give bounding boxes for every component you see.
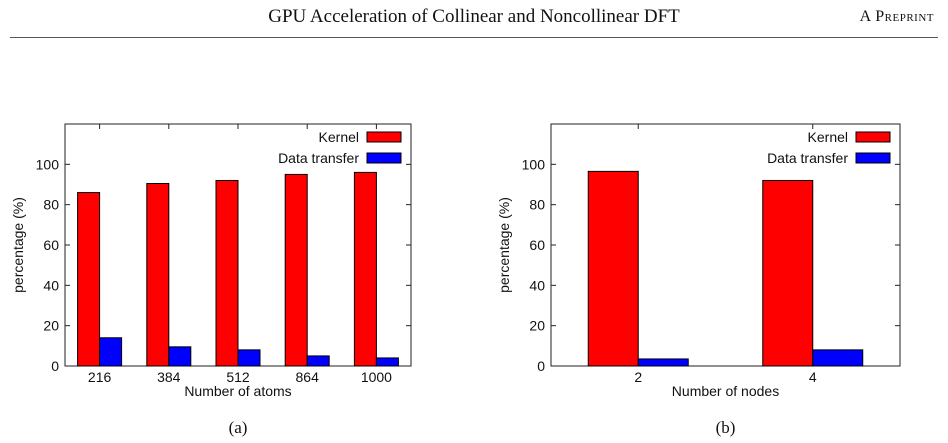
y-tick-label: 20 — [43, 318, 59, 334]
x-tick-label: 1000 — [361, 369, 392, 385]
chart-b: 0 20 40 60 80 100 2 4 Number of nodes percentage … — [496, 123, 901, 437]
legend-label: Data transfer — [767, 150, 848, 166]
y-tick-label: 0 — [51, 358, 59, 374]
x-tick-label: 4 — [809, 369, 817, 385]
y-axis-label: percentage (%) — [10, 197, 26, 293]
y-tick-label: 60 — [43, 237, 59, 253]
bar-data-transfer — [637, 358, 689, 367]
page-header-title: GPU Acceleration of Collinear and Noncol… — [268, 6, 680, 27]
bar-data-transfer — [812, 349, 864, 367]
chart-a: 0 20 40 60 80 100 216 384 512 864 1000 Number of at… — [10, 123, 412, 437]
bar-kernel — [284, 173, 308, 367]
legend-swatch — [855, 131, 891, 143]
y-tick-label: 40 — [529, 277, 545, 293]
y-tick-label: 0 — [537, 358, 545, 374]
bar-data-transfer — [237, 349, 261, 367]
bar-kernel — [353, 171, 377, 367]
bar-kernel — [77, 192, 101, 367]
x-tick-label: 864 — [296, 369, 320, 385]
x-axis-label: Number of nodes — [672, 383, 779, 399]
y-tick-label: 80 — [529, 197, 545, 213]
y-tick-label: 100 — [36, 156, 60, 172]
legend-swatch — [366, 152, 402, 164]
y-tick-label: 20 — [529, 318, 545, 334]
bar-data-transfer — [99, 337, 123, 367]
x-tick-label: 512 — [226, 369, 250, 385]
bar-kernel — [215, 179, 239, 367]
y-tick-label: 80 — [43, 197, 59, 213]
y-tick-label: 60 — [529, 237, 545, 253]
legend-swatch — [366, 131, 402, 143]
figure-caption: (b) — [716, 418, 736, 437]
x-axis-label: Number of atoms — [184, 383, 291, 399]
y-tick-label: 40 — [43, 277, 59, 293]
x-tick-label: 216 — [88, 369, 112, 385]
header-divider — [10, 37, 938, 38]
bar-data-transfer — [168, 346, 192, 367]
legend-label: Data transfer — [278, 150, 359, 166]
bar-kernel — [146, 182, 170, 367]
bar-data-transfer — [375, 357, 399, 367]
bar-kernel — [762, 179, 814, 367]
bar-kernel — [587, 170, 639, 367]
legend-label: Kernel — [808, 129, 848, 145]
y-axis-label: percentage (%) — [496, 197, 512, 293]
x-tick-label: 2 — [634, 369, 642, 385]
x-tick-label: 384 — [157, 369, 181, 385]
y-tick-label: 100 — [522, 156, 546, 172]
legend-swatch — [855, 152, 891, 164]
legend-label: Kernel — [319, 129, 359, 145]
bar-data-transfer — [306, 355, 330, 367]
figure-caption: (a) — [229, 418, 248, 437]
page-header-tag: A Preprint — [859, 8, 934, 25]
